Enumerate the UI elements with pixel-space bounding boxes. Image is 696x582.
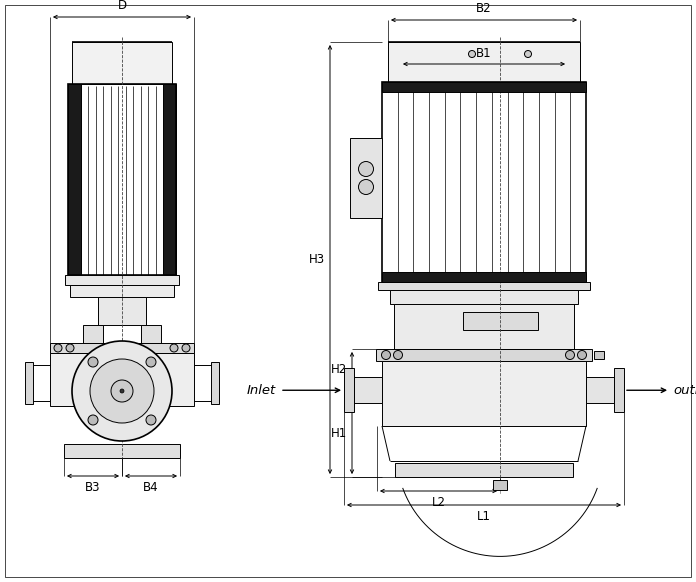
Circle shape: [88, 357, 98, 367]
Circle shape: [66, 344, 74, 352]
Text: outlet: outlet: [673, 384, 696, 397]
Text: H2: H2: [331, 363, 347, 376]
Circle shape: [578, 350, 587, 360]
Bar: [394, 304, 574, 349]
Circle shape: [120, 389, 124, 393]
Circle shape: [565, 350, 574, 360]
Bar: [163, 84, 176, 275]
Circle shape: [54, 344, 62, 352]
Bar: [378, 282, 590, 290]
Circle shape: [170, 344, 178, 352]
Bar: [211, 362, 219, 404]
Text: B2: B2: [476, 2, 492, 15]
Text: B3: B3: [85, 481, 101, 494]
Bar: [141, 325, 161, 343]
Bar: [388, 42, 580, 82]
Bar: [382, 272, 586, 282]
Text: L1: L1: [477, 510, 491, 523]
Bar: [350, 138, 382, 218]
Bar: [376, 349, 592, 361]
Bar: [72, 42, 172, 84]
Text: B4: B4: [143, 481, 159, 494]
Bar: [65, 275, 179, 285]
Circle shape: [358, 179, 374, 194]
Bar: [344, 368, 354, 412]
Text: Inlet: Inlet: [247, 384, 276, 397]
Bar: [50, 343, 194, 353]
Bar: [68, 84, 176, 275]
Circle shape: [358, 161, 374, 176]
Bar: [354, 377, 382, 403]
Circle shape: [182, 344, 190, 352]
Text: H3: H3: [309, 253, 325, 266]
Bar: [50, 353, 194, 406]
Circle shape: [111, 380, 133, 402]
Circle shape: [468, 51, 475, 58]
Text: D: D: [118, 0, 127, 12]
Circle shape: [525, 51, 532, 58]
Circle shape: [393, 350, 402, 360]
Circle shape: [90, 359, 154, 423]
Bar: [395, 463, 573, 477]
Bar: [382, 82, 586, 282]
Bar: [382, 361, 586, 426]
Text: H1: H1: [331, 427, 347, 440]
Bar: [382, 82, 586, 92]
Bar: [493, 480, 507, 490]
Circle shape: [88, 415, 98, 425]
Circle shape: [146, 415, 156, 425]
Bar: [25, 362, 33, 404]
Bar: [463, 312, 537, 330]
Bar: [68, 84, 81, 275]
Bar: [98, 297, 146, 325]
Text: B1: B1: [476, 47, 492, 60]
Circle shape: [72, 341, 172, 441]
Bar: [614, 368, 624, 412]
Bar: [70, 285, 174, 297]
Bar: [83, 325, 103, 343]
Bar: [594, 351, 604, 359]
Circle shape: [381, 350, 390, 360]
Bar: [390, 290, 578, 304]
Bar: [586, 377, 614, 403]
Circle shape: [146, 357, 156, 367]
Bar: [64, 444, 180, 458]
Text: L2: L2: [432, 496, 445, 509]
